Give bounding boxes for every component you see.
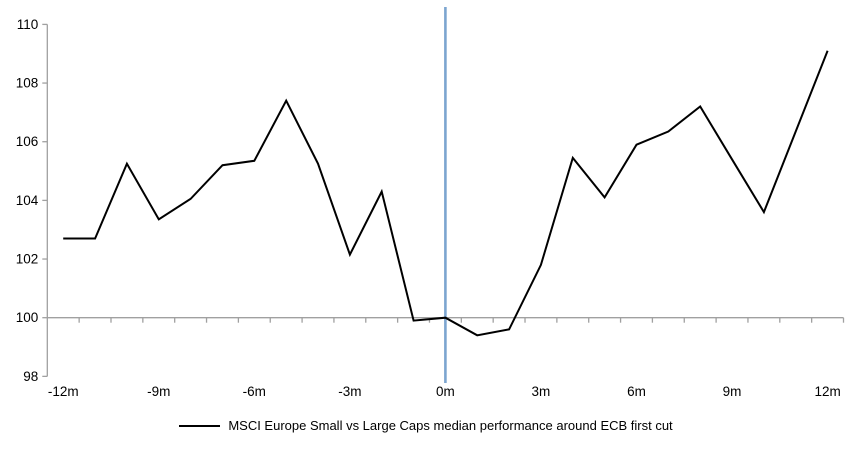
x-tick-label: -3m <box>338 384 361 399</box>
legend-line-sample-icon <box>179 425 221 427</box>
y-tick-label: 108 <box>16 76 39 91</box>
y-tick-label: 104 <box>16 193 39 208</box>
legend-label: MSCI Europe Small vs Large Caps median p… <box>228 418 673 433</box>
y-tick-label: 110 <box>17 17 39 32</box>
x-tick-label: 9m <box>723 384 742 399</box>
x-tick-label: 6m <box>627 384 646 399</box>
line-plot-canvas: 98 100 102 104 106 108 110 -12m -9m -6m -3m 0m 3m 6m 9… <box>16 7 845 399</box>
x-tick-label: 0m <box>436 384 455 399</box>
y-tick-label: 100 <box>16 310 39 325</box>
series-line <box>63 50 829 337</box>
y-tick-label: 106 <box>16 134 39 149</box>
x-tick-label: 3m <box>532 384 551 399</box>
legend: MSCI Europe Small vs Large Caps median p… <box>0 417 852 435</box>
x-tick-label: -9m <box>147 384 170 399</box>
x-tick-label: -12m <box>48 384 79 399</box>
x-tick-label: -6m <box>243 384 266 399</box>
x-tick-label: 12m <box>814 384 840 399</box>
y-tick-label: 98 <box>23 369 38 384</box>
y-tick-label: 102 <box>16 252 39 267</box>
